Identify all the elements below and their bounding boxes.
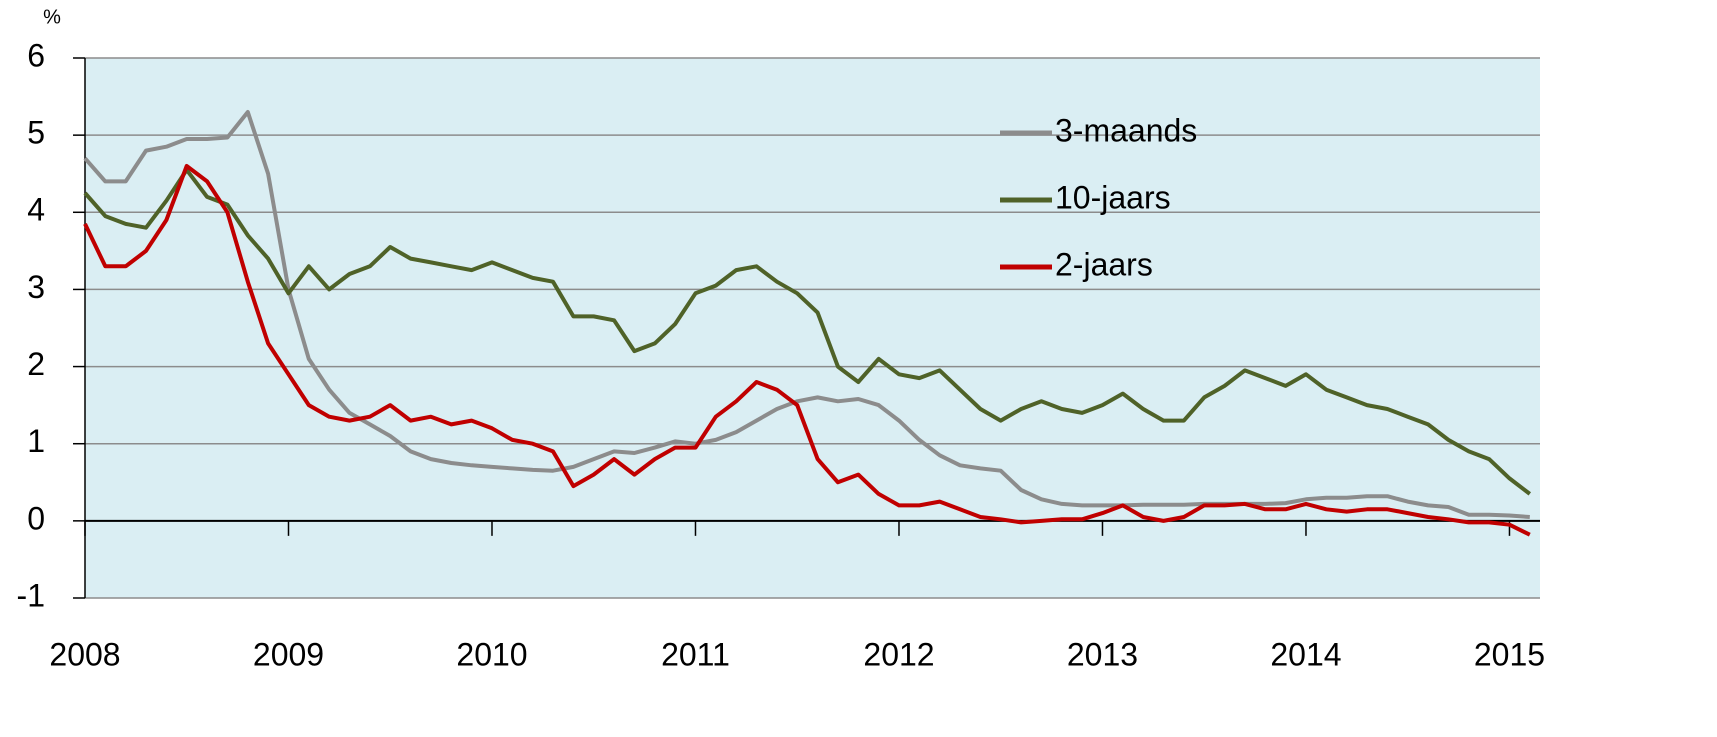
legend-label: 2-jaars (1055, 246, 1153, 282)
legend-label: 10-jaars (1055, 179, 1171, 215)
series-line (83, 167, 1532, 496)
y-tick-label: 0 (27, 500, 45, 536)
x-tick-label: 2012 (863, 636, 934, 672)
y-unit-label: % (43, 6, 61, 28)
x-tick-label: 2009 (253, 636, 324, 672)
x-tick-label: 2014 (1270, 636, 1341, 672)
x-tick-label: 2015 (1474, 636, 1545, 672)
series-line (83, 164, 1531, 537)
x-tick-label: 2010 (456, 636, 527, 672)
x-tick-label: 2008 (49, 636, 120, 672)
y-tick-label: 3 (27, 269, 45, 305)
y-tick-label: 4 (27, 192, 45, 228)
legend-label: 3-maands (1055, 112, 1197, 148)
y-tick-label: 2 (27, 346, 45, 382)
x-tick-label: 2011 (661, 636, 730, 672)
x-tick-label: 2013 (1067, 636, 1138, 672)
y-tick-label: 6 (27, 37, 45, 73)
y-tick-label: 5 (27, 115, 45, 151)
plot-area (85, 58, 1540, 598)
series-line (83, 110, 1530, 519)
y-tick-label: 1 (27, 423, 45, 459)
y-tick-label: -1 (17, 577, 45, 613)
